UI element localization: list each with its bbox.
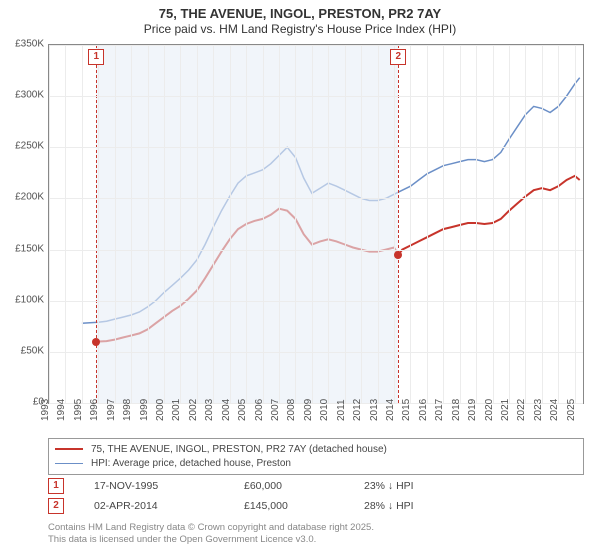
xtick-label: 2006: [253, 399, 264, 421]
xtick-label: 1995: [73, 399, 84, 421]
xtick-label: 2004: [221, 399, 232, 421]
sale-delta-1: 23% ↓ HPI: [364, 480, 484, 492]
xtick-label: 2008: [286, 399, 297, 421]
sale-row-1: 1 17-NOV-1995 £60,000 23% ↓ HPI: [48, 476, 584, 496]
xtick-label: 2016: [418, 399, 429, 421]
xtick-label: 2019: [467, 399, 478, 421]
xtick-label: 2021: [500, 399, 511, 421]
sale-marker-chart-2: 2: [390, 49, 406, 65]
sale-delta-2: 28% ↓ HPI: [364, 500, 484, 512]
xtick-label: 2018: [451, 399, 462, 421]
legend-swatch-property: [55, 448, 83, 450]
xtick-label: 2009: [303, 399, 314, 421]
ytick-label: £50K: [21, 345, 44, 356]
xtick-label: 2005: [237, 399, 248, 421]
legend-row-hpi: HPI: Average price, detached house, Pres…: [55, 456, 577, 470]
xtick-label: 2007: [270, 399, 281, 421]
footer: Contains HM Land Registry data © Crown c…: [48, 522, 584, 546]
sale-marker-chart-1: 1: [88, 49, 104, 65]
sale-price-1: £60,000: [244, 480, 364, 492]
xtick-label: 2020: [484, 399, 495, 421]
ytick-label: £200K: [15, 192, 44, 203]
legend-row-property: 75, THE AVENUE, INGOL, PRESTON, PR2 7AY …: [55, 442, 577, 456]
footer-line1: Contains HM Land Registry data © Crown c…: [48, 522, 584, 534]
ytick-label: £100K: [15, 294, 44, 305]
ytick-label: £300K: [15, 90, 44, 101]
legend-label-property: 75, THE AVENUE, INGOL, PRESTON, PR2 7AY …: [91, 444, 387, 455]
xtick-label: 2002: [188, 399, 199, 421]
xtick-label: 1996: [89, 399, 100, 421]
title-subtitle: Price paid vs. HM Land Registry's House …: [0, 22, 600, 37]
xtick-label: 2012: [352, 399, 363, 421]
legend-label-hpi: HPI: Average price, detached house, Pres…: [91, 458, 291, 469]
xtick-label: 2013: [368, 399, 379, 421]
sales-table: 1 17-NOV-1995 £60,000 23% ↓ HPI 2 02-APR…: [48, 476, 584, 516]
xtick-label: 2017: [434, 399, 445, 421]
chart-title-block: 75, THE AVENUE, INGOL, PRESTON, PR2 7AY …: [0, 0, 600, 37]
legend: 75, THE AVENUE, INGOL, PRESTON, PR2 7AY …: [48, 438, 584, 475]
xtick-label: 2024: [549, 399, 560, 421]
xtick-label: 1999: [138, 399, 149, 421]
sale-row-2: 2 02-APR-2014 £145,000 28% ↓ HPI: [48, 496, 584, 516]
ytick-label: £150K: [15, 243, 44, 254]
xtick-label: 2003: [204, 399, 215, 421]
xtick-label: 2001: [171, 399, 182, 421]
title-address: 75, THE AVENUE, INGOL, PRESTON, PR2 7AY: [0, 6, 600, 22]
xtick-label: 2015: [401, 399, 412, 421]
plot-area: 12: [48, 44, 584, 404]
xtick-label: 1997: [106, 399, 117, 421]
sale-dot-2: [394, 251, 402, 259]
xtick-label: 1998: [122, 399, 133, 421]
sale-price-2: £145,000: [244, 500, 364, 512]
xtick-label: 2022: [516, 399, 527, 421]
xtick-label: 2011: [336, 399, 347, 421]
legend-swatch-hpi: [55, 463, 83, 464]
xtick-label: 2025: [566, 399, 577, 421]
sale-date-2: 02-APR-2014: [94, 500, 244, 512]
ytick-label: £250K: [15, 141, 44, 152]
xtick-label: 2014: [385, 399, 396, 421]
xtick-label: 1993: [40, 399, 51, 421]
xtick-label: 2000: [155, 399, 166, 421]
chart-area: 12 £0£50K£100K£150K£200K£250K£300K£350K1…: [0, 44, 600, 432]
sale-marker-2: 2: [48, 498, 64, 514]
sale-marker-1: 1: [48, 478, 64, 494]
footer-line2: This data is licensed under the Open Gov…: [48, 534, 584, 546]
sale-date-1: 17-NOV-1995: [94, 480, 244, 492]
xtick-label: 1994: [56, 399, 67, 421]
ytick-label: £350K: [15, 39, 44, 50]
xtick-label: 2010: [319, 399, 330, 421]
sale-dot-1: [92, 338, 100, 346]
xtick-label: 2023: [533, 399, 544, 421]
